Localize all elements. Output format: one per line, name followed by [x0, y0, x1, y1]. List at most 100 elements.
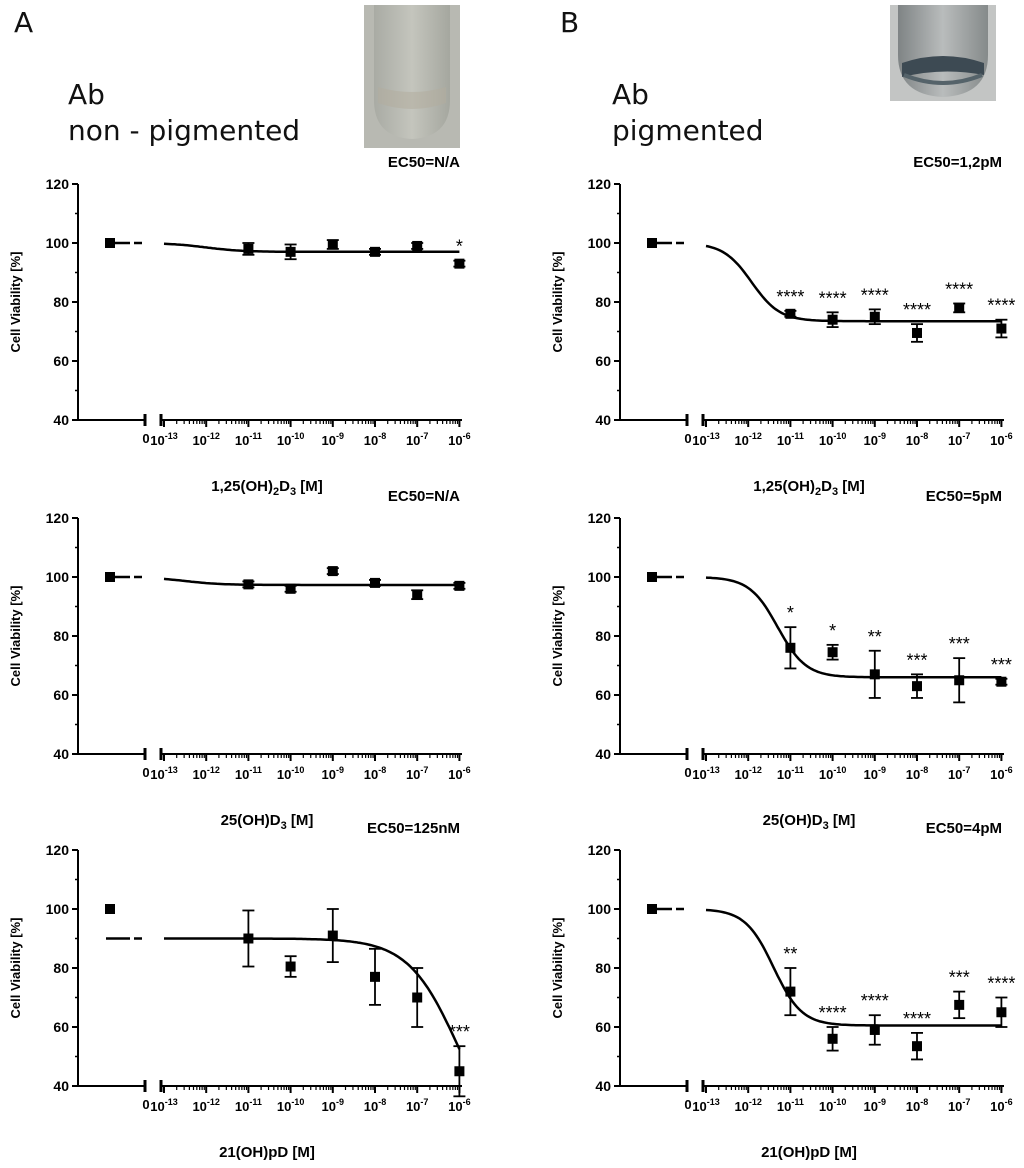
- x-tick-label: 10-8: [364, 431, 386, 448]
- significance-label: ****: [903, 1009, 931, 1029]
- x-axis-label: 25(OH)D3 [M]: [221, 812, 314, 832]
- fit-curve: [163, 577, 460, 587]
- y-axis-label: Cell Viability [%]: [550, 918, 565, 1019]
- y-tick-label: 60: [595, 1019, 611, 1035]
- data-point: [996, 1007, 1007, 1018]
- x-axis-label: 1,25(OH)2D3 [M]: [211, 478, 322, 498]
- x-tick-label: 10-11: [235, 765, 262, 782]
- y-tick-label: 40: [53, 746, 69, 762]
- data-point: [954, 675, 965, 686]
- data-point: [912, 1041, 922, 1052]
- significance-label: ***: [949, 634, 970, 654]
- significance-label: ****: [987, 296, 1015, 316]
- chart-b-3: 40 60 80 100 120 Cell Viability [%] 0 10-13 10-1…: [550, 820, 1015, 1161]
- x-tick-label-zero: 0: [142, 1097, 149, 1112]
- data-point: [243, 579, 254, 590]
- significance-label: *: [829, 621, 836, 641]
- data-point: [912, 681, 922, 692]
- ec50-title: EC50=1,2pM: [913, 154, 1002, 171]
- y-tick-label: 80: [53, 294, 69, 310]
- data-point: [370, 577, 380, 588]
- control-point: [105, 572, 115, 582]
- pigmentation-label-b: pigmented: [612, 114, 764, 147]
- ec50-title: EC50=125nM: [367, 820, 460, 837]
- cell-pellet-photo-pigmented: [890, 5, 996, 101]
- data-point: [954, 999, 965, 1010]
- x-tick-label: 10-10: [277, 431, 304, 448]
- x-tick-label-zero: 0: [142, 765, 149, 780]
- y-tick-label: 80: [595, 960, 611, 976]
- x-tick-label: 10-6: [448, 765, 470, 782]
- data-point: [412, 240, 423, 251]
- data-point: [285, 246, 296, 257]
- chart-a-1: 40 60 80 100 120 Cell Viability [%] 0 10-13 10-1…: [8, 154, 471, 498]
- x-tick-label: 10-13: [692, 765, 719, 782]
- x-tick-label: 10-10: [277, 1097, 304, 1114]
- x-tick-label: 10-13: [692, 1097, 719, 1114]
- y-tick-label: 100: [46, 901, 70, 917]
- x-tick-label: 10-11: [777, 1097, 804, 1114]
- y-tick-label: 80: [53, 628, 69, 644]
- x-tick-label: 10-10: [819, 431, 846, 448]
- data-point: [785, 642, 796, 653]
- x-axis-label: 21(OH)pD [M]: [761, 1144, 857, 1161]
- x-tick-label: 10-7: [948, 765, 970, 782]
- x-tick-label: 10-13: [692, 431, 719, 448]
- x-tick-label: 10-9: [864, 1097, 886, 1114]
- y-tick-label: 80: [595, 294, 611, 310]
- control-point: [647, 572, 657, 582]
- panel-letter-a: A: [14, 6, 34, 39]
- chart-b-2: 40 60 80 100 120 Cell Viability [%] 0 10-13 10-1…: [550, 488, 1013, 832]
- data-point: [412, 992, 423, 1003]
- data-point: [827, 314, 838, 325]
- significance-label: ****: [987, 974, 1015, 994]
- data-point: [370, 971, 380, 982]
- x-axis-label: 21(OH)pD [M]: [219, 1144, 315, 1161]
- y-tick-label: 60: [53, 353, 69, 369]
- fit-curve: [164, 937, 461, 1050]
- significance-label: ****: [819, 288, 847, 308]
- x-tick-label: 10-7: [406, 431, 428, 448]
- x-tick-label: 10-12: [734, 1097, 761, 1114]
- x-tick-label: 10-9: [864, 431, 886, 448]
- x-tick-label: 10-8: [364, 1097, 386, 1114]
- control-point: [105, 238, 115, 248]
- y-tick-label: 40: [53, 1078, 69, 1094]
- x-axis-label: 1,25(OH)2D3 [M]: [753, 478, 864, 498]
- cell-pellet-photo-nonpigmented: [364, 5, 460, 148]
- data-point: [827, 1033, 838, 1044]
- x-tick-label: 10-11: [777, 431, 804, 448]
- x-tick-label: 10-12: [734, 765, 761, 782]
- significance-label: ****: [776, 287, 804, 307]
- data-point: [327, 239, 338, 250]
- chart-a-2: 40 60 80 100 120 Cell Viability [%] 0 10-13 10-1…: [8, 488, 471, 832]
- x-tick-label: 10-10: [819, 1097, 846, 1114]
- x-tick-label-zero: 0: [684, 765, 691, 780]
- y-tick-label: 40: [595, 746, 611, 762]
- cell-line-label-b: Ab: [612, 78, 649, 111]
- y-tick-label: 100: [46, 235, 70, 251]
- x-tick-label-zero: 0: [684, 1097, 691, 1112]
- y-tick-label: 100: [588, 235, 612, 251]
- x-tick-label: 10-8: [906, 1097, 928, 1114]
- ec50-title: EC50=4pM: [926, 820, 1002, 837]
- y-axis-label: Cell Viability [%]: [550, 252, 565, 353]
- x-axis-label: 25(OH)D3 [M]: [763, 812, 856, 832]
- y-tick-label: 100: [588, 569, 612, 585]
- data-point: [285, 583, 296, 594]
- data-point: [954, 302, 965, 313]
- x-tick-label: 10-7: [406, 1097, 428, 1114]
- fit-curve: [705, 244, 1002, 323]
- y-axis-label: Cell Viability [%]: [550, 586, 565, 687]
- data-point: [996, 676, 1007, 687]
- y-tick-label: 60: [53, 687, 69, 703]
- data-point: [869, 1024, 880, 1035]
- data-point: [327, 566, 338, 577]
- significance-label: ***: [906, 650, 927, 670]
- ec50-title: EC50=N/A: [388, 154, 460, 171]
- x-tick-label-zero: 0: [142, 431, 149, 446]
- y-tick-label: 40: [53, 412, 69, 428]
- y-tick-label: 100: [588, 901, 612, 917]
- x-tick-label: 10-12: [192, 1097, 219, 1114]
